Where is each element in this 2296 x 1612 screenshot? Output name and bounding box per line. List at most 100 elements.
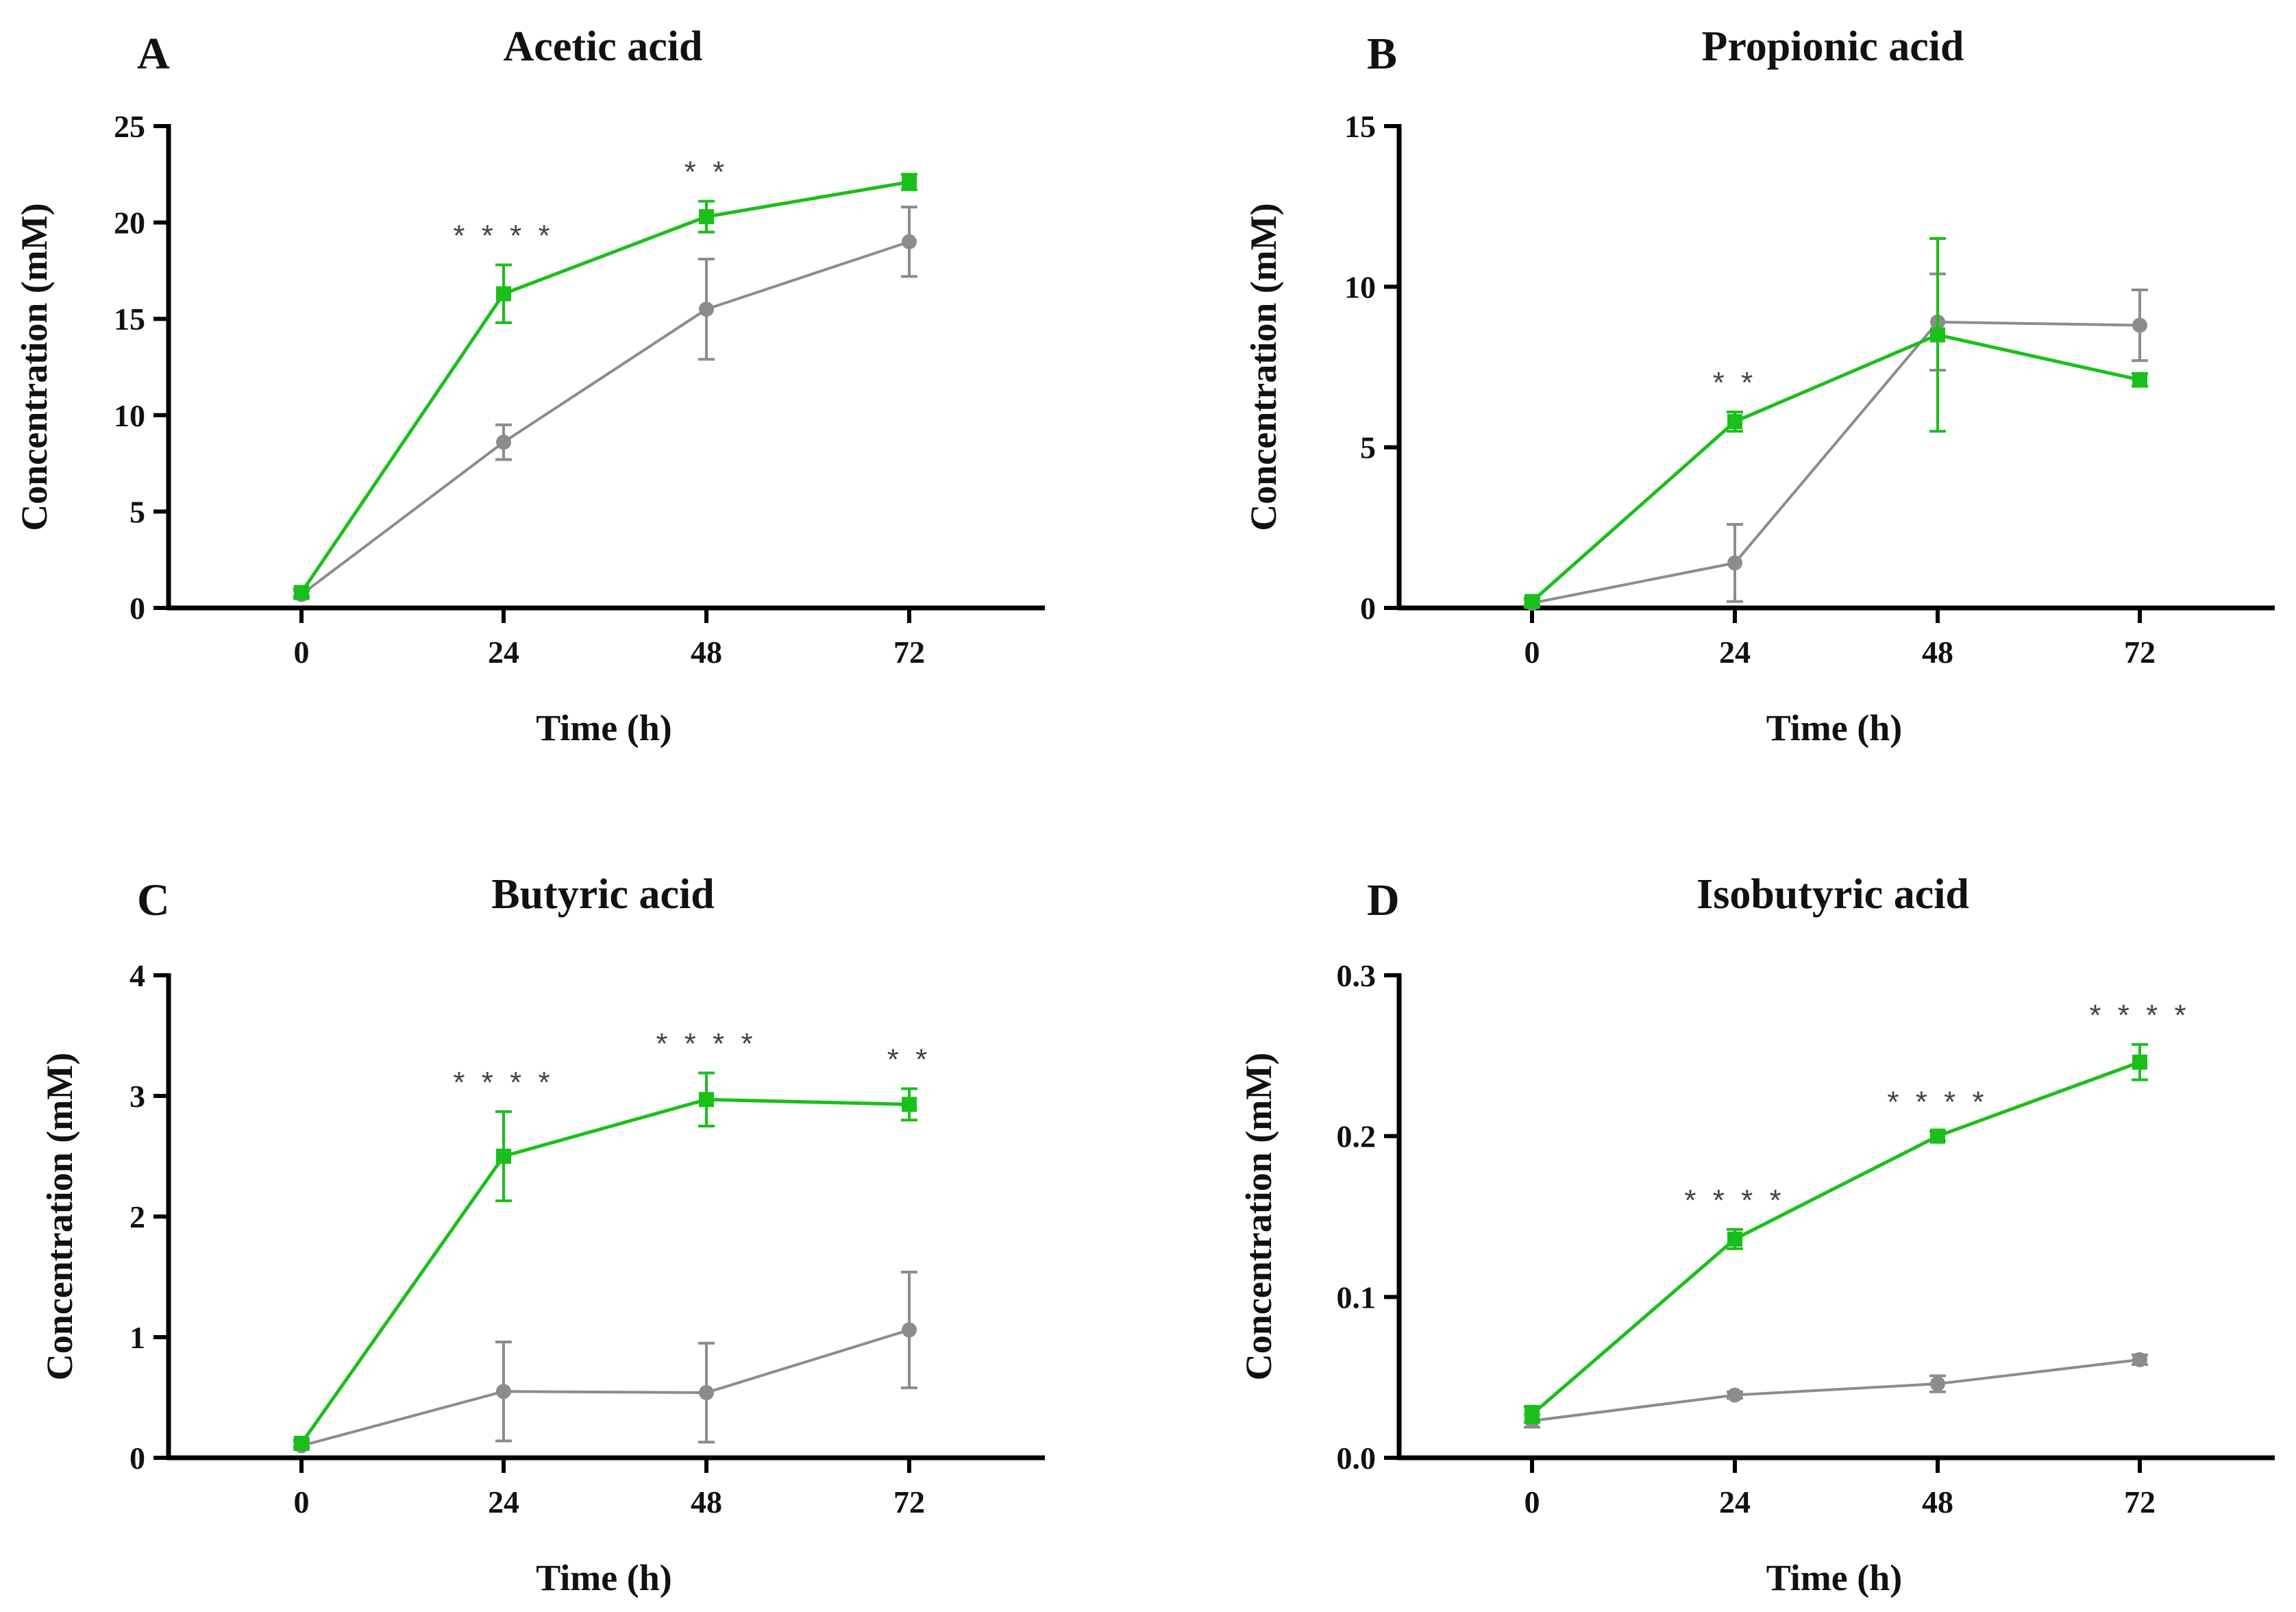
series-treatment [1524,237,2148,609]
data-point-square [1727,414,1742,430]
y-axis-label: Concentration (mM) [14,203,55,530]
x-tick-label: 48 [1922,635,1953,670]
significance-label: * * [887,1042,931,1076]
y-tick-label: 0.3 [1337,958,1377,993]
series-line [300,240,910,596]
data-point-square [1525,594,1540,609]
data-point-circle [902,234,917,249]
x-tick-label: 72 [2124,635,2156,670]
series-line [1531,333,2140,603]
data-point-circle [699,302,714,317]
data-point-circle [496,435,511,450]
data-point-square [902,174,917,190]
data-point-circle [1727,1387,1742,1403]
y-tick-label: 2 [129,1199,145,1234]
series-line [1531,1358,2140,1423]
chart-title: Acetic acid [504,23,703,70]
x-axis-label: Time (h) [536,1557,672,1598]
significance-label: * * * * [1684,1184,1785,1217]
y-tick-label: 10 [1344,269,1376,304]
data-point-circle [1930,1376,1945,1392]
data-point-square [1930,1128,1945,1144]
y-tick-label: 0.2 [1337,1119,1377,1154]
panel-a: A Acetic acid 0 5 10 15 20 25 0 24 48 72 Time (h) Con… [14,23,1045,748]
x-tick-label: 24 [1719,1485,1751,1519]
panel-c: C Butyric acid 0 1 2 3 4 0 24 48 72 Time (h) Concent… [39,871,1045,1598]
data-point-square [496,286,511,302]
data-point-circle [496,1384,511,1400]
data-point-circle [902,1322,917,1338]
x-tick-label: 0 [294,635,310,670]
data-point-circle [2132,317,2147,333]
series-control [293,1270,917,1454]
series-line [301,1328,910,1448]
data-point-square [1727,1231,1742,1247]
panel-letter: B [1367,29,1397,79]
chart-title: Butyric acid [491,871,714,918]
data-point-square [2132,1054,2147,1070]
chart-title: Isobutyric acid [1696,871,1969,918]
series-treatment [1524,1042,2148,1424]
significance-label: * * * * [453,1066,554,1099]
x-tick-label: 0 [1525,1485,1540,1519]
data-point-square [1930,327,1945,343]
y-tick-label: 0 [129,591,145,626]
x-axis-label: Time (h) [1766,1557,1903,1598]
panel-letter: C [137,875,170,925]
y-axis-label: Concentration (mM) [39,1053,80,1380]
x-tick-label: 24 [488,1485,519,1519]
significance-label: * * * * [453,219,554,252]
series-control [1524,1352,2148,1429]
data-point-square [294,585,309,600]
data-point-square [699,1092,714,1108]
x-tick-label: 48 [691,1485,722,1519]
y-axis-label: Concentration (mM) [1238,1053,1279,1380]
series-treatment [293,1071,917,1451]
data-point-square [294,1435,309,1451]
data-point-circle [1727,555,1742,571]
data-point-square [699,209,714,225]
y-tick-label: 10 [114,398,145,433]
x-tick-label: 72 [2124,1485,2156,1519]
x-tick-label: 24 [488,635,519,670]
y-tick-label: 3 [129,1079,145,1114]
x-tick-label: 24 [1719,635,1751,670]
x-tick-label: 0 [1525,635,1540,670]
series-line [299,180,910,594]
y-tick-label: 0.0 [1337,1441,1377,1476]
y-tick-label: 20 [114,206,145,241]
y-tick-label: 25 [114,109,145,144]
panel-d: D Isobutyric acid 0.0 0.1 0.2 0.3 0 24 48 72 Time … [1238,871,2275,1598]
series-line [299,1097,910,1445]
series-control [293,206,917,602]
data-point-square [496,1149,511,1164]
data-point-circle [699,1384,714,1400]
y-tick-label: 0 [1360,591,1376,626]
y-tick-label: 15 [114,302,145,337]
significance-label: * * [684,156,728,189]
y-tick-label: 0.1 [1337,1280,1377,1315]
significance-label: * * [1713,366,1757,400]
y-axis-label: Concentration (mM) [1243,203,1284,530]
significance-label: * * * * [2089,999,2190,1032]
x-axis-label: Time (h) [536,707,672,748]
y-tick-label: 1 [129,1320,145,1355]
y-tick-label: 5 [129,494,145,529]
significance-label: * * * * [1887,1086,1988,1119]
panel-b: B Propionic acid 0 5 10 15 0 24 48 72 Time (h) Conc… [1243,23,2275,748]
x-tick-label: 72 [893,635,925,670]
x-tick-label: 0 [294,1485,310,1519]
data-point-square [902,1097,917,1112]
data-point-square [1525,1406,1540,1422]
x-tick-label: 48 [691,635,722,670]
y-tick-label: 5 [1360,430,1376,465]
x-tick-label: 72 [893,1485,925,1519]
x-axis-label: Time (h) [1766,707,1903,748]
x-tick-label: 48 [1922,1485,1953,1519]
y-tick-label: 4 [129,958,145,993]
series-line [1531,320,2140,604]
series-control [1524,272,2148,611]
series-line [1531,1060,2140,1416]
series-treatment [293,173,917,600]
